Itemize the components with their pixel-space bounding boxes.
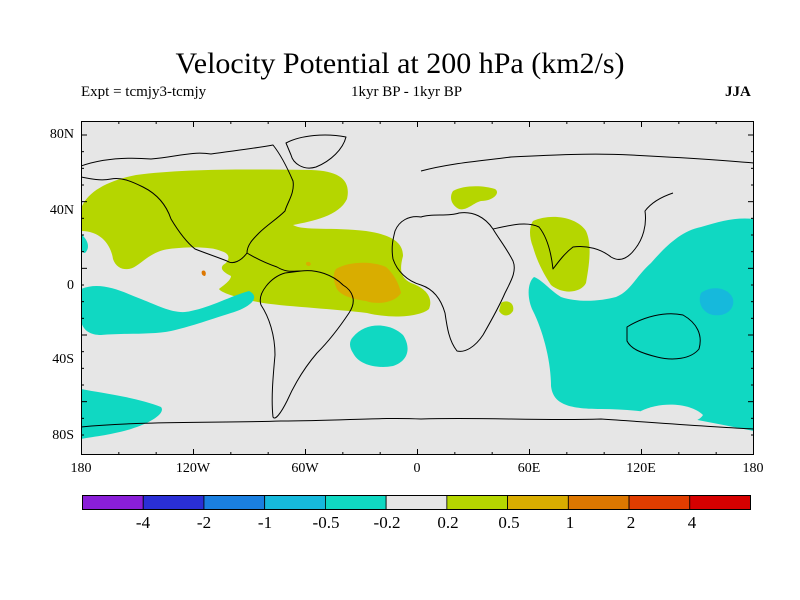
lat-label-80n: 80N	[49, 127, 74, 142]
higher-positive-region-pacific-dot	[201, 270, 206, 276]
colorbar-label: 1	[565, 513, 575, 532]
positive-region-caribbean-dot	[305, 261, 311, 266]
negative-region-southeast-pacific	[81, 389, 162, 439]
figure-title: Velocity Potential at 200 hPa (km2/s)	[175, 47, 625, 80]
higher-positive-region-tropical-atlantic	[333, 262, 401, 303]
positive-region-north-africa-europe	[451, 186, 498, 210]
lon-label-120w: 120W	[175, 461, 211, 476]
negative-region-south-atlantic	[350, 325, 408, 367]
colorbar-label: -0.2	[373, 513, 401, 532]
colorbar-label: 0.5	[498, 513, 520, 532]
lon-label-60w: 60W	[291, 461, 319, 476]
negative-region-indo-pacific	[528, 218, 754, 431]
negative-region-western-edge	[81, 234, 88, 253]
colorbar-label: -4	[135, 513, 151, 532]
lat-label-40s: 40S	[52, 352, 74, 367]
colorbar-swatch	[325, 495, 387, 510]
colorbar-swatch	[385, 495, 448, 510]
experiment-label: Expt = tcmjy3-tcmjy	[81, 84, 207, 100]
stronger-negative-region-new-guinea	[699, 288, 734, 316]
lon-label-180w: 180	[70, 461, 92, 476]
lon-label-60e: 60E	[517, 461, 541, 476]
colorbar-swatch	[203, 495, 266, 510]
negative-region-southern-ocean-hole	[639, 404, 703, 425]
coastlines	[81, 134, 754, 430]
colorbar-swatch	[567, 495, 630, 510]
colorbar-label: -1	[257, 513, 273, 532]
colorbar-label: 0.2	[437, 513, 459, 532]
lat-label-40n: 40N	[49, 203, 74, 218]
colorbar-label: 2	[626, 513, 636, 532]
colorbar-swatch	[446, 495, 508, 510]
colorbar-swatch	[628, 495, 691, 510]
lon-label-120e: 120E	[626, 461, 656, 476]
positive-region-madagascar	[499, 301, 514, 316]
season-label: JJA	[725, 84, 751, 100]
colorbar-swatch	[264, 495, 326, 510]
colorbar-swatch	[507, 495, 569, 510]
period-label: 1kyr BP - 1kyr BP	[351, 84, 463, 100]
map-ticks	[81, 121, 754, 455]
colorbar-label: -2	[196, 513, 212, 532]
colorbar-label: -0.5	[312, 513, 340, 532]
lat-label-0: 0	[67, 278, 74, 293]
lon-label-0: 0	[413, 461, 421, 476]
lat-label-80s: 80S	[52, 428, 74, 443]
colorbar-swatch	[82, 495, 144, 510]
colorbar-swatch	[689, 495, 751, 510]
colorbar-label: 4	[687, 513, 697, 532]
lon-label-180e: 180	[742, 461, 764, 476]
negative-region-central-pacific	[81, 286, 255, 335]
colorbar	[82, 495, 751, 510]
colorbar-frame	[82, 495, 751, 510]
colorbar-swatch	[142, 495, 205, 510]
map-plot	[81, 121, 754, 455]
